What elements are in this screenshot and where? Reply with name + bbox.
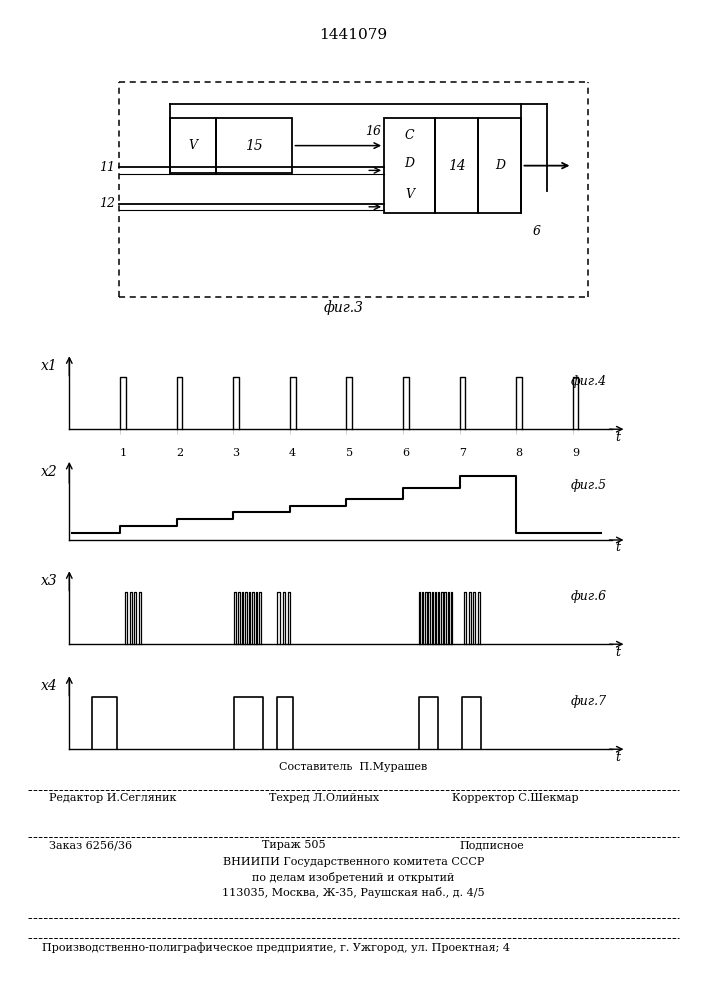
Text: Редактор И.Сегляник: Редактор И.Сегляник <box>49 793 177 803</box>
Text: Заказ 6256/36: Заказ 6256/36 <box>49 840 133 850</box>
Text: Подписное: Подписное <box>460 840 525 850</box>
Bar <box>384 118 435 213</box>
Text: 15: 15 <box>245 139 263 153</box>
Text: t: t <box>615 751 620 764</box>
Text: D: D <box>404 157 414 170</box>
Text: 9: 9 <box>572 448 579 458</box>
Text: 3: 3 <box>233 448 240 458</box>
Text: по делам изобретений и открытий: по делам изобретений и открытий <box>252 872 455 883</box>
Text: ВНИИПИ Государственного комитета СССР: ВНИИПИ Государственного комитета СССР <box>223 857 484 867</box>
Text: 7: 7 <box>459 448 466 458</box>
Text: t: t <box>615 646 620 659</box>
Bar <box>216 118 293 173</box>
Text: фиг.6: фиг.6 <box>571 590 607 603</box>
Text: x4: x4 <box>41 679 58 693</box>
Text: x3: x3 <box>41 574 58 588</box>
Text: x1: x1 <box>41 359 58 373</box>
Text: 2: 2 <box>176 448 183 458</box>
Text: 8: 8 <box>515 448 522 458</box>
Text: фиг.4: фиг.4 <box>571 375 607 388</box>
Text: 11: 11 <box>99 161 115 174</box>
Text: t: t <box>615 431 620 444</box>
Text: D: D <box>495 159 505 172</box>
Text: x2: x2 <box>41 466 58 480</box>
Bar <box>435 118 478 213</box>
Text: Составитель  П.Мурашев: Составитель П.Мурашев <box>279 762 428 772</box>
Text: фиг.5: фиг.5 <box>571 479 607 491</box>
Text: 12: 12 <box>99 197 115 210</box>
Text: 6: 6 <box>533 225 541 238</box>
Text: 1441079: 1441079 <box>320 28 387 42</box>
Text: 4: 4 <box>289 448 296 458</box>
Text: 1: 1 <box>119 448 127 458</box>
Text: t: t <box>615 541 620 554</box>
Text: 113035, Москва, Ж-35, Раушская наб., д. 4/5: 113035, Москва, Ж-35, Раушская наб., д. … <box>222 887 485 898</box>
Text: 6: 6 <box>402 448 409 458</box>
Bar <box>170 118 216 173</box>
Text: 5: 5 <box>346 448 353 458</box>
Text: C: C <box>404 129 414 142</box>
Text: V: V <box>189 139 198 152</box>
Text: Корректор С.Шекмар: Корректор С.Шекмар <box>452 793 579 803</box>
Text: Тираж 505: Тираж 505 <box>262 840 325 850</box>
Text: Техред Л.Олийных: Техред Л.Олийных <box>269 793 379 803</box>
Text: фиг.3: фиг.3 <box>323 300 363 315</box>
Text: V: V <box>405 188 414 201</box>
Bar <box>478 118 522 213</box>
Text: 16: 16 <box>366 125 382 138</box>
Text: фиг.7: фиг.7 <box>571 695 607 708</box>
Text: Производственно-полиграфическое предприятие, г. Ужгород, ул. Проектная; 4: Производственно-полиграфическое предприя… <box>42 942 510 953</box>
Text: 14: 14 <box>448 159 465 173</box>
